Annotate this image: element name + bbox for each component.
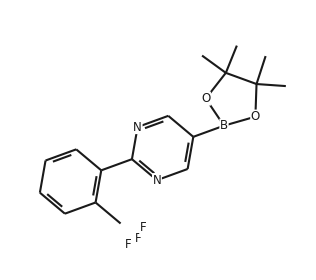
- Text: B: B: [220, 119, 228, 132]
- Text: F: F: [135, 232, 142, 245]
- Text: O: O: [201, 92, 210, 105]
- Text: N: N: [133, 120, 142, 134]
- Text: N: N: [153, 174, 161, 187]
- Text: F: F: [125, 239, 132, 251]
- Text: O: O: [251, 110, 260, 123]
- Text: F: F: [140, 221, 146, 234]
